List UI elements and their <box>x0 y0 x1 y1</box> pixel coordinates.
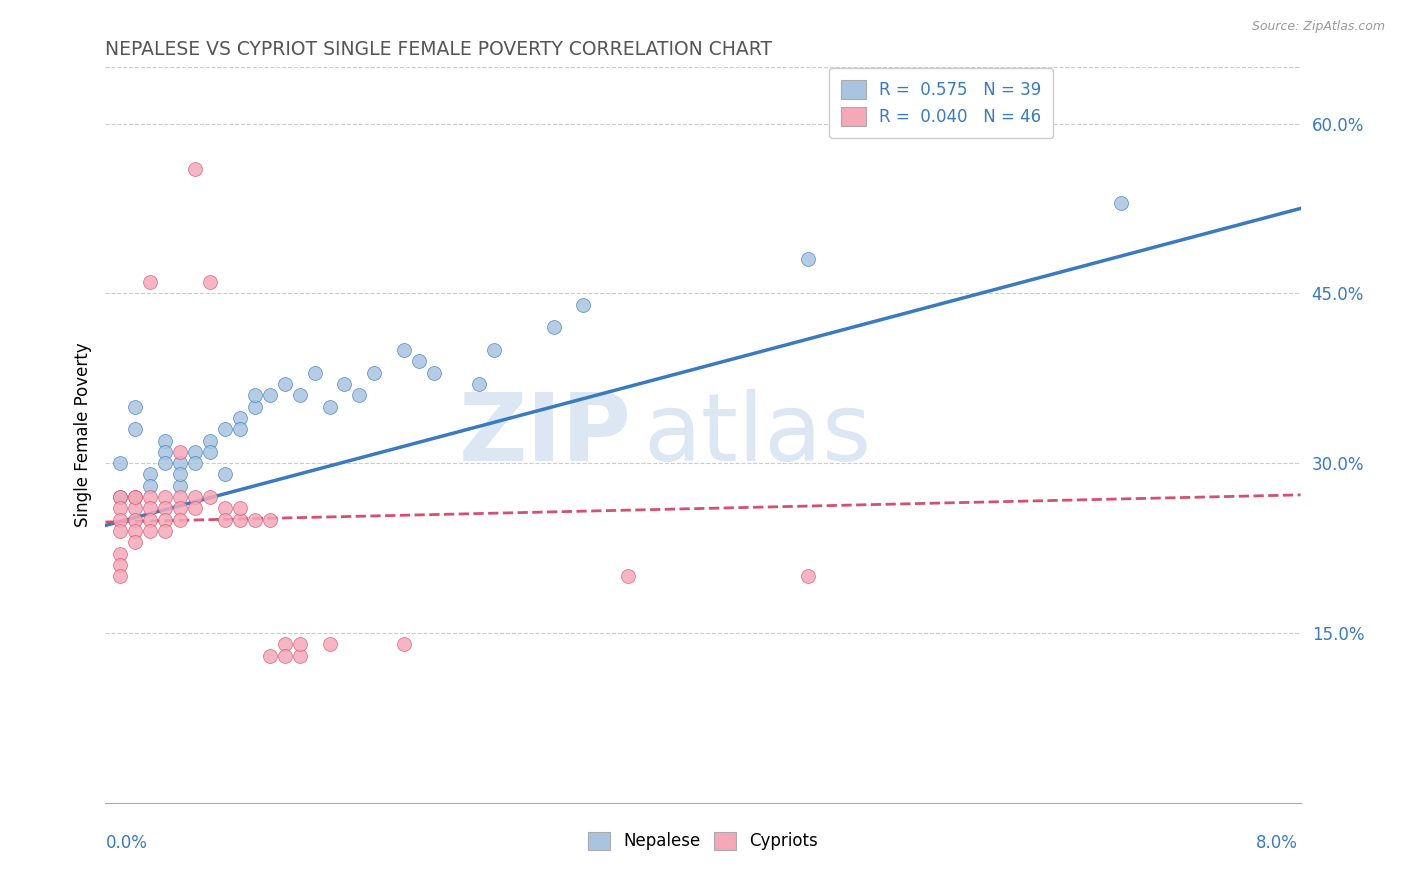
Text: NEPALESE VS CYPRIOT SINGLE FEMALE POVERTY CORRELATION CHART: NEPALESE VS CYPRIOT SINGLE FEMALE POVERT… <box>105 40 772 59</box>
Point <box>229 410 252 425</box>
Text: ZIP: ZIP <box>458 389 631 481</box>
Point <box>153 456 177 470</box>
Point <box>229 513 252 527</box>
Point <box>796 252 818 267</box>
Point <box>543 320 565 334</box>
Point <box>198 445 221 459</box>
Point <box>333 376 356 391</box>
Point <box>259 513 281 527</box>
Point <box>184 445 207 459</box>
Point <box>124 490 146 504</box>
Point <box>363 366 385 380</box>
Point <box>229 422 252 436</box>
Point <box>184 501 207 516</box>
Point <box>318 637 340 651</box>
Point <box>243 388 266 402</box>
Point <box>110 501 132 516</box>
Point <box>124 501 146 516</box>
Point <box>124 422 146 436</box>
Point <box>288 388 311 402</box>
Point <box>169 501 191 516</box>
Text: Source: ZipAtlas.com: Source: ZipAtlas.com <box>1251 20 1385 33</box>
Point <box>169 490 191 504</box>
Point <box>392 637 416 651</box>
Point <box>259 648 281 663</box>
Point <box>110 558 132 572</box>
Point <box>304 366 326 380</box>
Point <box>318 400 340 414</box>
Point <box>169 456 191 470</box>
Point <box>153 513 177 527</box>
Point <box>273 648 295 663</box>
Legend: Nepalese, Cypriots: Nepalese, Cypriots <box>582 825 824 857</box>
Point <box>288 637 311 651</box>
Point <box>214 501 236 516</box>
Y-axis label: Single Female Poverty: Single Female Poverty <box>73 343 91 527</box>
Point <box>110 547 132 561</box>
Point <box>259 388 281 402</box>
Point <box>423 366 446 380</box>
Point <box>482 343 505 357</box>
Point <box>169 467 191 482</box>
Point <box>153 445 177 459</box>
Point <box>124 513 146 527</box>
Point <box>110 456 132 470</box>
Point <box>229 501 252 516</box>
Point <box>184 490 207 504</box>
Point <box>243 400 266 414</box>
Point <box>110 513 132 527</box>
Point <box>214 467 236 482</box>
Point <box>110 569 132 583</box>
Point <box>198 490 221 504</box>
Point <box>110 490 132 504</box>
Point <box>153 434 177 448</box>
Point <box>110 490 132 504</box>
Point <box>153 501 177 516</box>
Point <box>273 637 295 651</box>
Point <box>153 524 177 538</box>
Point <box>169 513 191 527</box>
Text: atlas: atlas <box>644 389 872 481</box>
Point <box>392 343 416 357</box>
Point <box>124 400 146 414</box>
Point <box>139 501 162 516</box>
Text: 8.0%: 8.0% <box>1256 834 1298 852</box>
Point <box>124 490 146 504</box>
Point <box>572 298 595 312</box>
Point <box>184 456 207 470</box>
Point <box>110 524 132 538</box>
Point <box>169 479 191 493</box>
Point <box>139 513 162 527</box>
Point <box>139 467 162 482</box>
Point <box>198 434 221 448</box>
Point <box>139 524 162 538</box>
Text: 0.0%: 0.0% <box>105 834 148 852</box>
Point <box>184 161 207 176</box>
Point <box>169 445 191 459</box>
Point <box>214 513 236 527</box>
Point <box>468 376 491 391</box>
Point <box>139 479 162 493</box>
Point <box>124 524 146 538</box>
Point <box>243 513 266 527</box>
Point <box>796 569 818 583</box>
Point <box>617 569 640 583</box>
Point <box>408 354 430 368</box>
Point <box>139 490 162 504</box>
Point <box>273 376 295 391</box>
Point <box>288 648 311 663</box>
Point <box>139 275 162 289</box>
Point <box>153 490 177 504</box>
Point <box>1111 195 1133 210</box>
Point <box>124 535 146 549</box>
Point <box>214 422 236 436</box>
Point <box>349 388 371 402</box>
Point <box>198 275 221 289</box>
